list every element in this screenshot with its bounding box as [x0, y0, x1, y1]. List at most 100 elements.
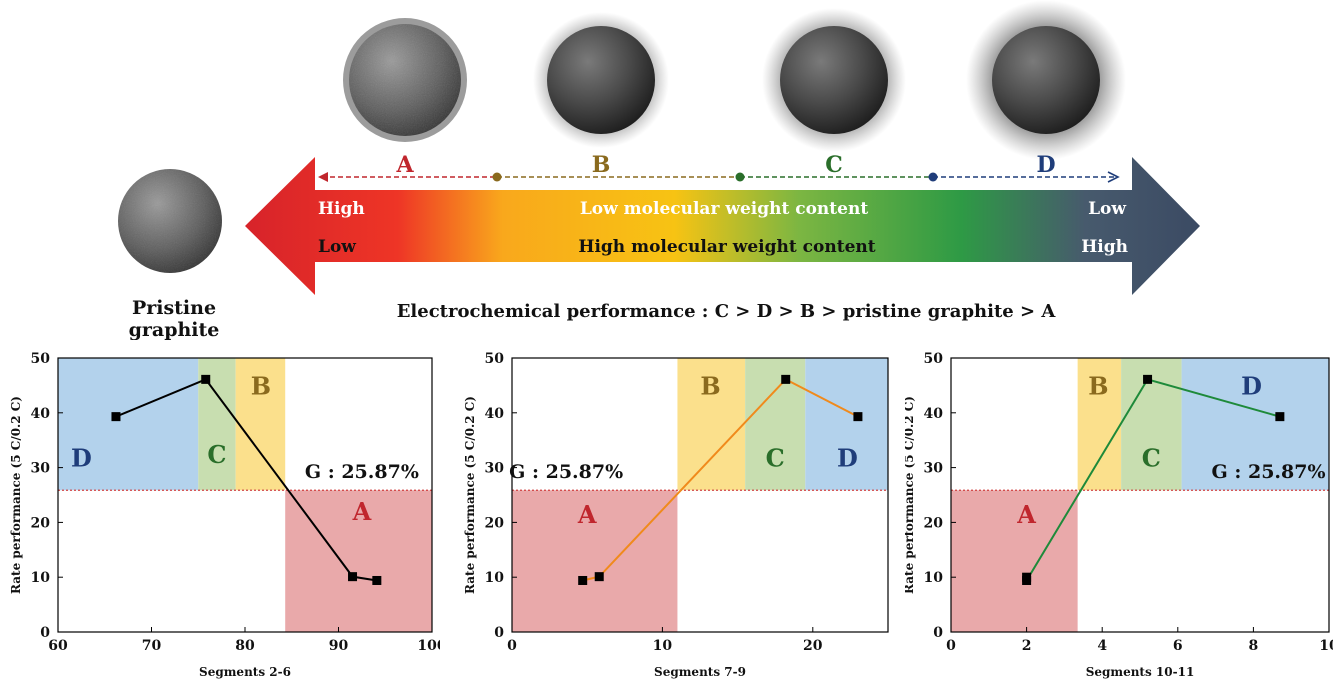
chart-segments-2-6: 0 10 20 30 40 50 60 70 80 90 100 Segments 2-6 Rate p…: [9, 351, 440, 679]
y-tick-label: 0: [494, 625, 504, 641]
x-axis-label: Segments 2-6: [199, 665, 291, 679]
x-tick-label: 2: [1022, 638, 1032, 654]
arrow-right-top: Low: [1088, 199, 1126, 219]
x-tick-label: 10: [1319, 638, 1333, 654]
threshold-label: G : 25.87%: [305, 461, 419, 483]
x-tick-label: 70: [142, 638, 162, 654]
data-point: [111, 412, 121, 422]
plot-frame: [511, 357, 889, 633]
y-tick-label: 40: [31, 406, 51, 422]
region-label-c: C: [207, 440, 226, 469]
chart-segments-7-9: 0 10 20 30 40 50 0 10 20 Segments 7-9 Rate perform…: [463, 351, 889, 679]
data-point: [348, 572, 358, 582]
sphere-c: [762, 8, 906, 152]
region-d: [805, 358, 888, 491]
arrow-right-bottom: High: [1081, 237, 1128, 257]
data-point: [1275, 412, 1285, 422]
region-label-c: C: [1142, 444, 1161, 473]
arrow-middle-top: Low molecular weight content: [580, 199, 869, 219]
y-axis-label: Rate performance (5 C/0.2 C): [9, 396, 23, 594]
x-tick-label: 90: [329, 638, 349, 654]
molecular-weight-schematic: A B C D High Low Low molecular weight co…: [118, 0, 1200, 340]
region-a: [285, 490, 432, 632]
y-tick-label: 30: [485, 461, 505, 477]
arrow-middle-bottom: High molecular weight content: [578, 237, 875, 257]
pristine-graphite-sphere: [118, 169, 222, 273]
data-point: [1143, 374, 1153, 384]
sphere-a: [343, 18, 467, 142]
y-tick-label: 0: [40, 625, 50, 641]
region-label-c: C: [766, 444, 785, 473]
data-point: [372, 575, 382, 585]
region-d: [58, 358, 199, 491]
region-label-d: D: [837, 444, 858, 473]
sphere-d: [966, 0, 1126, 160]
x-tick-label: 80: [235, 638, 255, 654]
y-tick-label: 50: [485, 351, 505, 367]
arrow-left-bottom: Low: [318, 237, 356, 257]
threshold-label: G : 25.87%: [509, 461, 623, 483]
data-point: [1022, 575, 1032, 585]
threshold-label: G : 25.87%: [1212, 461, 1326, 483]
sphere-b: [533, 12, 669, 148]
range-lines: [318, 171, 1120, 183]
y-tick-label: 10: [924, 570, 944, 586]
legend-label-b: B: [592, 152, 611, 178]
double-arrow: [245, 157, 1200, 295]
y-tick-label: 20: [485, 515, 505, 531]
y-axis-label: Rate performance (5 C/0.2 C): [905, 396, 916, 594]
region-a: [951, 490, 1078, 632]
region-b: [677, 358, 746, 491]
x-tick-label: 60: [48, 638, 68, 654]
legend-label-a: A: [395, 152, 414, 178]
plot-frame: [950, 357, 1330, 633]
region-label-a: A: [352, 497, 372, 526]
y-tick-label: 0: [933, 625, 943, 641]
x-tick-label: 20: [803, 638, 823, 654]
region-label-d: D: [1241, 372, 1262, 401]
region-label-b: B: [1088, 372, 1108, 401]
region-d: [1181, 358, 1329, 491]
y-tick-label: 50: [31, 351, 51, 367]
x-axis-label: Segments 10-11: [1086, 665, 1195, 679]
x-tick-label: 8: [1249, 638, 1259, 654]
region-b: [1077, 358, 1122, 491]
series-line: [582, 378, 859, 582]
data-point: [853, 412, 863, 422]
x-tick-label: 0: [507, 638, 517, 654]
pristine-label-line2: graphite: [129, 319, 220, 340]
y-tick-label: 20: [31, 515, 51, 531]
x-axis-label: Segments 7-9: [654, 665, 746, 679]
y-tick-label: 30: [924, 461, 944, 477]
y-axis-label: Rate performance (5 C/0.2 C): [463, 396, 477, 594]
x-tick-label: 10: [653, 638, 673, 654]
chart-segments-10-11: 0 10 20 30 40 50 0 2 4 6 8 10 Segments 10-11 Rate per…: [905, 351, 1333, 679]
x-tick-label: 6: [1173, 638, 1183, 654]
region-label-b: B: [700, 372, 720, 401]
region-label-a: A: [577, 500, 597, 529]
region-b: [235, 358, 286, 491]
y-tick-label: 40: [485, 406, 505, 422]
pristine-label-line1: Pristine: [132, 297, 216, 319]
y-tick-label: 10: [485, 570, 505, 586]
performance-ranking: Electrochemical performance : C > D > B …: [397, 301, 1057, 322]
region-label-a: A: [1016, 500, 1036, 529]
data-point: [781, 374, 791, 384]
x-tick-label: 4: [1097, 638, 1107, 654]
region-label-b: B: [251, 372, 271, 401]
series-line: [115, 378, 377, 582]
y-tick-label: 20: [924, 515, 944, 531]
y-tick-label: 40: [924, 406, 944, 422]
data-point: [594, 572, 604, 582]
region-a: [512, 490, 678, 632]
legend-label-c: C: [825, 152, 843, 178]
data-point: [201, 374, 211, 384]
region-label-d: D: [71, 444, 92, 473]
data-point: [578, 575, 588, 585]
arrow-left-top: High: [318, 199, 365, 219]
region-c: [745, 358, 806, 491]
y-tick-label: 30: [31, 461, 51, 477]
x-tick-label: 100: [417, 638, 440, 654]
y-tick-label: 10: [31, 570, 51, 586]
x-tick-label: 0: [946, 638, 956, 654]
